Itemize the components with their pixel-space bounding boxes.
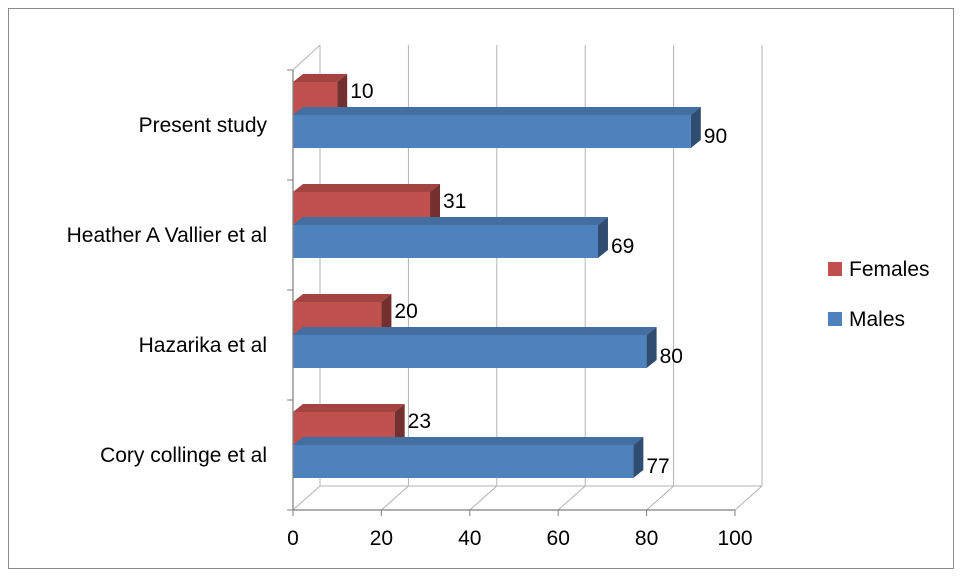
floor-line (734, 485, 763, 511)
bar-top-males (293, 107, 701, 115)
category-label: Present study (139, 114, 268, 137)
floor-line (292, 485, 321, 511)
bar-side-males (597, 217, 608, 258)
bar-top-males (293, 437, 644, 445)
x-tick-label: 20 (370, 527, 393, 550)
bar-side-females (430, 184, 441, 225)
floor-line (469, 485, 498, 511)
bar-side-males (690, 107, 701, 148)
bar-top-females (293, 74, 348, 82)
bar-top-females (293, 184, 441, 192)
bar-top-females (293, 294, 392, 302)
category-label: Hazarika et al (139, 334, 267, 357)
chart-frame (8, 8, 954, 569)
data-label: 80 (660, 345, 683, 368)
legend-label-males: Males (849, 308, 905, 331)
floor-line (381, 485, 409, 511)
legend: Females Males (828, 258, 930, 331)
bar-side-females (394, 404, 405, 445)
labels: 0 20 40 60 80 100 Present study 10 90 Heather A V… (67, 80, 753, 550)
x-tick-label: 60 (547, 527, 570, 550)
bar-males (293, 445, 634, 478)
legend-label-females: Females (849, 258, 930, 281)
bar-males (293, 335, 647, 368)
bar-side-males (646, 327, 657, 368)
x-tick-label: 40 (458, 527, 481, 550)
legend-swatch-females (828, 262, 842, 276)
bars (293, 74, 701, 478)
category-label: Cory collinge et al (100, 444, 267, 467)
data-label: 31 (443, 190, 466, 213)
bar-side-females (381, 294, 392, 335)
bar-side-females (337, 74, 348, 115)
x-tick-label: 0 (287, 527, 299, 550)
data-label: 90 (704, 125, 727, 148)
data-label: 23 (408, 410, 431, 433)
axes (287, 69, 736, 516)
bar-males (293, 115, 691, 148)
top-depth-edge (292, 44, 321, 71)
bar-top-males (293, 217, 608, 225)
x-tick-label: 100 (717, 527, 752, 550)
bar-top-females (293, 404, 405, 412)
bar-males (293, 225, 598, 258)
bar-top-males (293, 327, 657, 335)
legend-swatch-males (828, 312, 842, 326)
data-label: 77 (646, 455, 669, 478)
x-tick-label: 80 (635, 527, 658, 550)
floor-line (646, 485, 674, 511)
data-label: 69 (611, 235, 634, 258)
data-label: 10 (350, 80, 373, 103)
category-label: Heather A Vallier et al (67, 224, 267, 247)
floor-line (557, 485, 586, 511)
data-label: 20 (394, 300, 417, 323)
bar-side-males (633, 437, 644, 478)
